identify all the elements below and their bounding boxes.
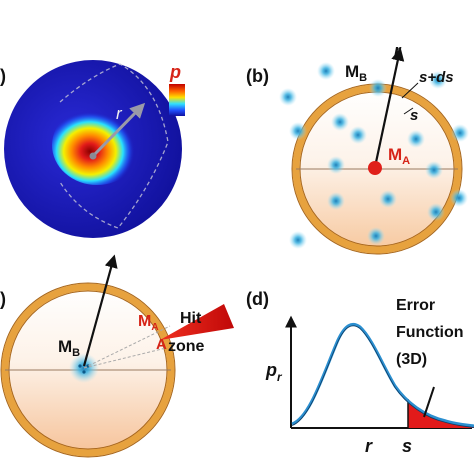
xtick-r: r [365, 436, 373, 456]
particle [289, 122, 307, 140]
center-dot [89, 152, 97, 160]
xtick-s: s [402, 436, 412, 456]
particle [369, 79, 387, 97]
particle [379, 190, 397, 208]
panel-b: (b) r MB [246, 41, 469, 255]
r-label: r [394, 41, 402, 60]
particle [450, 189, 468, 207]
ylabel: pr [265, 360, 283, 384]
a-label: A [156, 336, 167, 353]
particle [327, 156, 345, 174]
zone-label: zone [168, 338, 205, 355]
panel-c: ) MB MA A Hit zone [0, 254, 234, 458]
density-curve-shadow [291, 325, 474, 428]
annotation-line-3: (3D) [396, 351, 427, 368]
ma-marker [368, 161, 382, 175]
ma-label: MA [388, 145, 410, 167]
sds-label: s+ds [419, 69, 454, 86]
colorbar-symbol: p [169, 62, 181, 82]
panel-a-label: ) [0, 66, 6, 86]
particle [451, 124, 469, 142]
particle [327, 192, 345, 210]
particle [349, 126, 367, 144]
radius-label: r [116, 104, 123, 123]
particle [289, 231, 307, 249]
panel-d: (d) pr r s Error Function (3D) [246, 289, 474, 456]
s-pointer [403, 107, 414, 115]
radius-arrow [91, 102, 146, 158]
particle [331, 113, 349, 131]
density-curve [291, 322, 474, 428]
colorbar [169, 84, 185, 116]
particle [367, 227, 385, 245]
panel-c-label: ) [0, 289, 6, 309]
panel-d-label: (d) [246, 289, 269, 309]
ds-pointer [401, 82, 419, 99]
dashed-line [83, 347, 167, 369]
panel-b-label: (b) [246, 66, 269, 86]
shell-outer-edge [0, 282, 176, 458]
mb-glow-dot [78, 364, 82, 368]
hit-zone-wedge [160, 304, 234, 340]
particle [317, 62, 335, 80]
particle [279, 88, 297, 106]
panel-a: r p ) [0, 60, 185, 238]
mb-label: MB [58, 337, 80, 359]
tail-fill [408, 399, 474, 428]
r-arrow [373, 47, 405, 168]
s-label: s [410, 107, 418, 124]
particle [425, 161, 443, 179]
ma-label: MA [138, 313, 159, 333]
probability-hotspot [52, 105, 142, 185]
mb-glow-dot [82, 370, 86, 374]
particle [407, 130, 425, 148]
annotation-pointer [423, 386, 435, 418]
dashed-line [83, 325, 171, 369]
annotation-line-1: Error [396, 297, 435, 314]
particle [427, 203, 445, 221]
r-arrow [82, 254, 118, 367]
annotation-line-2: Function [396, 324, 464, 341]
particles-b [279, 62, 469, 249]
mb-label: MB [345, 62, 367, 84]
hit-label: Hit [180, 310, 202, 327]
particle [429, 71, 447, 89]
